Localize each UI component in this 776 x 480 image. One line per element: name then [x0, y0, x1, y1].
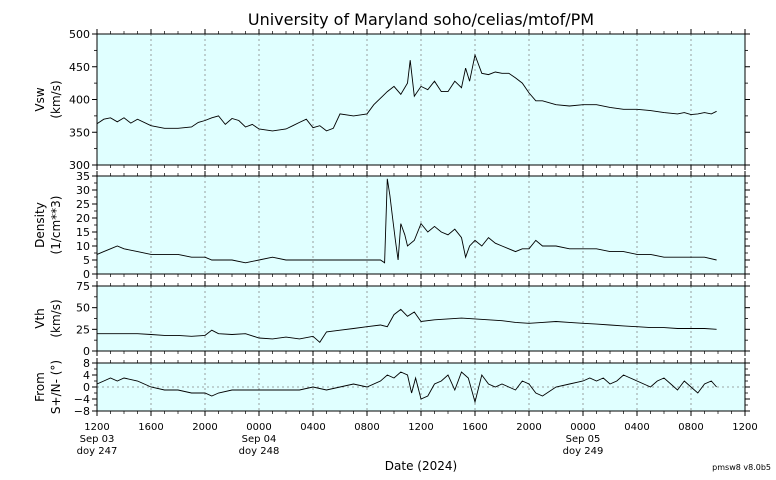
y-tick-label: −8 [74, 405, 90, 418]
x-date-label: Sep 03 [80, 434, 115, 445]
x-tick-label: 2000 [516, 422, 541, 433]
x-tick-label: 0400 [624, 422, 649, 433]
x-date-label: Sep 04 [242, 434, 277, 445]
x-tick-label: 2000 [192, 422, 217, 433]
x-tick-label: 0000 [246, 422, 271, 433]
y-tick-label: 4 [83, 369, 90, 382]
x-tick-label: 1200 [408, 422, 433, 433]
y-tick-label: 75 [76, 280, 90, 293]
y-tick-label: 5 [83, 254, 90, 267]
x-doy-label: doy 247 [77, 446, 118, 457]
y-tick-label: 0 [83, 268, 90, 281]
y-tick-label: 20 [76, 212, 90, 225]
y-tick-label: 15 [76, 226, 90, 239]
y-axis-label: From [33, 372, 47, 402]
y-tick-label: 50 [76, 302, 90, 315]
y-axis-unit: S+/N- (°) [49, 360, 63, 414]
x-axis: 1200 1600 2000 0000 0400 0800 1200 1600 2000 0000… [77, 422, 758, 457]
y-tick-label: 0 [83, 345, 90, 358]
chart-title: University of Maryland soho/celias/mtof/… [248, 10, 594, 29]
y-axis-label: Vth [33, 308, 47, 329]
y-tick-label: 0 [83, 381, 90, 394]
y-tick-label: 300 [69, 159, 90, 172]
x-tick-label: 1600 [462, 422, 487, 433]
y-tick-label: 30 [76, 184, 90, 197]
x-axis-label: Date (2024) [385, 459, 457, 473]
footnote: pmsw8 v8.0b5 [712, 463, 771, 472]
chart-panel-2: 0 25 50 75 Vth (km/s) [33, 280, 750, 358]
y-tick-label: −4 [74, 393, 90, 406]
y-tick-label: 25 [76, 323, 90, 336]
x-tick-label: 1200 [84, 422, 109, 433]
data-series-line [97, 308, 717, 343]
y-tick-label: 450 [69, 61, 90, 74]
y-tick-label: 35 [76, 170, 90, 183]
panel-background [97, 176, 745, 274]
y-axis-unit: (km/s) [49, 80, 63, 118]
data-series-line [96, 178, 717, 264]
x-tick-label: 0800 [354, 422, 379, 433]
y-tick-label: 10 [76, 240, 90, 253]
x-tick-label: 1200 [732, 422, 757, 433]
y-axis-label: Density [33, 202, 47, 248]
x-doy-label: doy 248 [239, 446, 280, 457]
data-series-line [96, 53, 717, 132]
x-tick-label: 0000 [570, 422, 595, 433]
data-series-line [96, 371, 717, 404]
x-date-label: Sep 05 [566, 434, 601, 445]
x-tick-label: 0800 [678, 422, 703, 433]
x-tick-label: 0400 [300, 422, 325, 433]
x-doy-label: doy 249 [563, 446, 604, 457]
y-axis-label: Vsw [33, 87, 47, 111]
y-tick-label: 25 [76, 198, 90, 211]
y-axis-unit: (km/s) [49, 299, 63, 337]
chart-panel-0: 300 350 400 450 500 Vsw (km/s) [33, 28, 750, 172]
y-tick-label: 400 [69, 94, 90, 107]
y-tick-label: 500 [69, 28, 90, 41]
y-axis-unit: (1/cm**3) [49, 196, 63, 255]
y-tick-label: 350 [69, 126, 90, 139]
x-tick-label: 1600 [138, 422, 163, 433]
y-tick-label: 8 [83, 357, 90, 370]
